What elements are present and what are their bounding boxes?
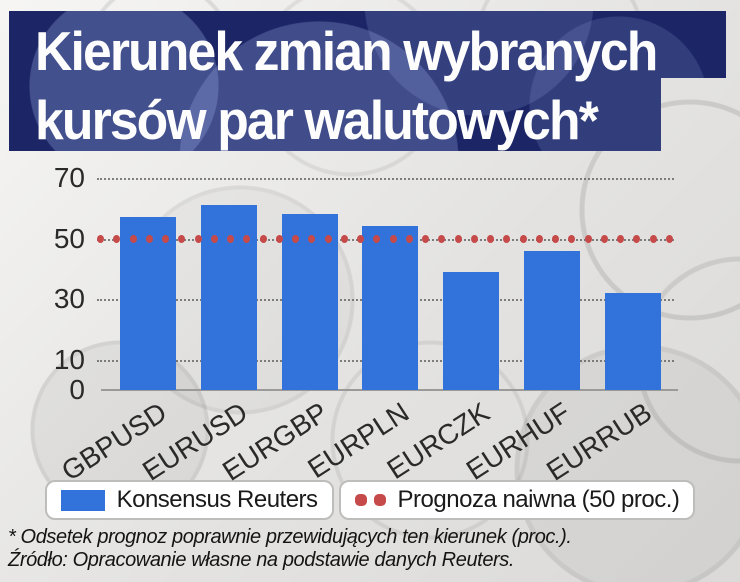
- red-dot-icon: [97, 234, 104, 243]
- y-tick-label-70: 70: [53, 162, 85, 193]
- red-dot-icon: [292, 234, 299, 243]
- red-dot-icon: [600, 234, 608, 243]
- bar-eurczk: [443, 271, 500, 390]
- footnote-asterisk: * Odsetek prognoz poprawnie przewidujący…: [8, 526, 572, 548]
- legend-label-konsensus: Konsensus Reuters: [116, 486, 318, 513]
- red-dot-icon: [162, 234, 169, 243]
- y-tick-label-30: 30: [53, 283, 85, 315]
- bar-gbpusd: [120, 217, 176, 390]
- red-dot-icon: [519, 234, 527, 243]
- red-dot-icon: [405, 234, 413, 243]
- red-dot-icon: [194, 234, 202, 243]
- red-dot-icon: [552, 234, 559, 243]
- gridline-70: [97, 178, 674, 180]
- red-dot-icon: [324, 234, 332, 243]
- red-dot-icon: [503, 234, 511, 243]
- red-dot-icon: [308, 234, 316, 243]
- red-dot-icon: [389, 234, 397, 243]
- legend-item-konsensus-reuters: Konsensus Reuters: [44, 480, 334, 520]
- legend-item-prognoza-naiwna: Prognoza naiwna (50 proc.): [338, 480, 696, 520]
- y-tick-label-50: 50: [53, 222, 85, 254]
- red-dot-icon: [633, 234, 641, 243]
- title-line-1: Kierunek zmian wybranych: [35, 20, 658, 82]
- legend-label-prognoza: Prognoza naiwna (50 proc.): [397, 486, 680, 513]
- red-dot-icon: [373, 494, 386, 506]
- bar-eurpln: [362, 226, 419, 390]
- bar-eurhuf: [524, 250, 580, 390]
- page-title: Kierunek zmian wybranych kursów par walut…: [35, 17, 658, 151]
- footnote-source: Źródło: Opracowanie własne na podstawie …: [8, 549, 515, 571]
- plot-area: 0 10 30 50 70 GBPUSD EURUSD EURGBP EURPLN EURCZK E…: [54, 163, 678, 487]
- red-dot-icon: [568, 234, 576, 243]
- red-dot-icon: [535, 234, 543, 243]
- red-dot-icon: [487, 234, 494, 243]
- red-dot-icon: [373, 234, 381, 243]
- red-dot-icon: [649, 234, 657, 243]
- bar-eurrub: [604, 293, 661, 390]
- red-dot-icon: [665, 234, 673, 243]
- red-dot-icon: [454, 234, 462, 243]
- red-dot-icon: [357, 234, 364, 243]
- y-tick-label-10: 10: [53, 343, 85, 375]
- red-dot-icon: [243, 234, 251, 243]
- red-dot-icon: [210, 234, 218, 243]
- red-dot-icon: [438, 234, 446, 243]
- red-dot-icon: [617, 234, 624, 243]
- bar-eurusd: [200, 205, 257, 390]
- red-dot-icon: [470, 234, 478, 243]
- title-line-2: kursów par walutowych*: [35, 89, 599, 151]
- red-dot-icon: [275, 234, 283, 243]
- red-dot-icon: [340, 234, 348, 243]
- red-dot-icon: [145, 234, 153, 243]
- bar-eurgbp: [281, 214, 338, 390]
- red-dot-icon: [584, 234, 592, 243]
- red-dot-icon: [178, 234, 186, 243]
- red-dot-icon: [259, 234, 267, 243]
- red-dot-icon: [113, 234, 121, 243]
- y-tick-label-0: 0: [69, 374, 85, 405]
- red-dot-icon: [227, 234, 234, 243]
- title-banner: Kierunek zmian wybranych kursów par walut…: [9, 11, 726, 151]
- x-axis-line: [101, 389, 678, 391]
- red-dots-swatch-icon: [354, 494, 386, 506]
- chart-legend: Konsensus Reuters Prognoza naiwna (50 pr…: [0, 480, 740, 520]
- red-dot-icon: [354, 494, 367, 506]
- naive-forecast-dotted-line: [97, 234, 673, 243]
- footnote: * Odsetek prognoz poprawnie przewidujący…: [8, 526, 732, 572]
- red-dot-icon: [422, 234, 429, 243]
- blue-bar-swatch-icon: [60, 489, 105, 511]
- red-dot-icon: [129, 234, 137, 243]
